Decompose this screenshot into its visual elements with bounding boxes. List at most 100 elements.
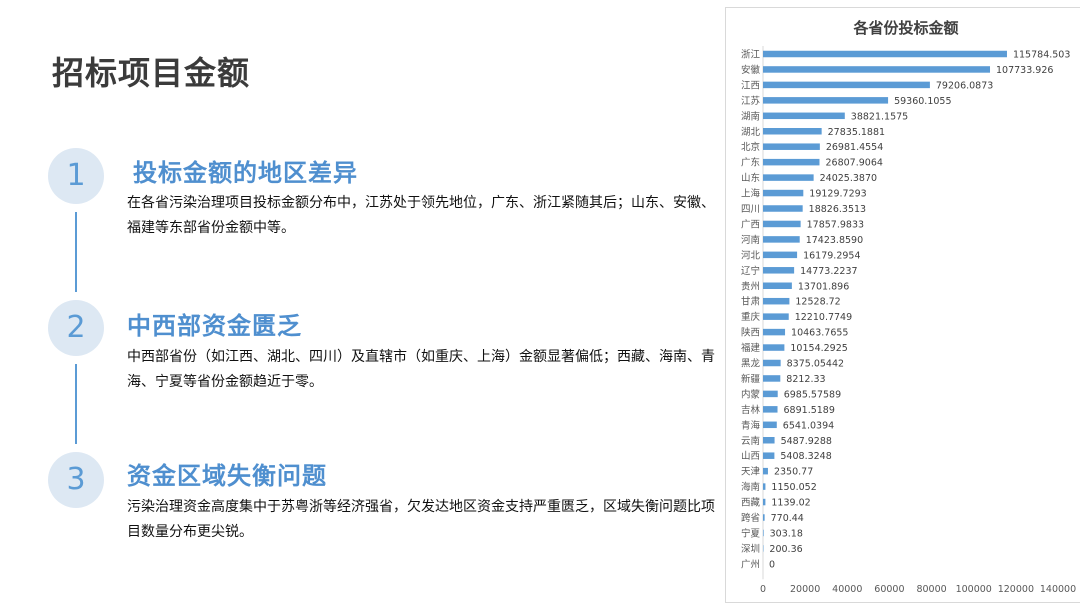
- step-3-text: 污染治理资金高度集中于苏粤浙等经济强省，欠发达地区资金支持严重匮乏，区域失衡问题…: [127, 499, 715, 540]
- bar: [763, 143, 820, 150]
- x-tick-label: 20000: [790, 584, 820, 595]
- category-label: 云南: [741, 435, 760, 447]
- data-label: 19129.7293: [809, 189, 866, 200]
- bar-chart: 各省份投标金额 浙江 115784.503 安徽 107733.926 江西 79206.…: [741, 19, 1076, 595]
- bar: [763, 390, 778, 398]
- category-label: 湖北: [741, 127, 761, 138]
- x-tick-label: 0: [760, 584, 766, 595]
- data-label: 8375.05442: [787, 359, 844, 370]
- category-label: 辽宁: [741, 265, 760, 277]
- category-label: 湖南: [741, 110, 760, 122]
- bar: [763, 267, 795, 274]
- category-label: 上海: [741, 188, 761, 200]
- page-title: 招标项目金额: [52, 54, 251, 92]
- step-1-text: 在各省污染治理项目投标金额分布中，江苏处于领先地位，广东、浙江紧随其后；山东、安…: [127, 195, 715, 236]
- data-label: 24025.3870: [820, 173, 877, 184]
- data-label: 5408.3248: [780, 451, 831, 462]
- data-label: 5487.9288: [781, 436, 832, 447]
- step-connector-line: [75, 364, 77, 444]
- data-label: 6541.0394: [783, 420, 834, 431]
- category-label: 安徽: [741, 64, 761, 76]
- bar: [763, 66, 991, 73]
- x-tick-label: 80000: [916, 584, 946, 595]
- category-label: 山西: [741, 451, 760, 462]
- data-label: 6891.5189: [784, 405, 835, 416]
- x-tick-label: 40000: [832, 584, 862, 595]
- bar: [763, 406, 778, 413]
- bar: [763, 50, 1007, 58]
- category-label: 北京: [741, 141, 760, 153]
- x-tick-label: 120000: [998, 584, 1034, 595]
- data-label: 10463.7655: [791, 328, 848, 339]
- data-label: 16179.2954: [803, 250, 860, 261]
- category-label: 新疆: [741, 373, 761, 385]
- data-label: 26981.4554: [826, 142, 883, 153]
- data-label: 1150.052: [771, 482, 816, 493]
- data-label: 14773.2237: [800, 266, 857, 277]
- category-label: 广西: [741, 218, 760, 230]
- bar: [763, 128, 822, 135]
- category-label: 广州: [741, 558, 760, 570]
- category-label: 贵州: [741, 280, 760, 292]
- data-label: 18826.3513: [809, 204, 866, 215]
- bar: [763, 158, 820, 166]
- category-label: 跨省: [741, 512, 760, 524]
- data-label: 0: [769, 559, 775, 570]
- chart-title: 各省份投标金额: [852, 19, 958, 37]
- step-1-circle: 1: [48, 148, 104, 204]
- category-label: 浙江: [741, 49, 761, 61]
- bar: [763, 174, 814, 181]
- bar: [763, 359, 781, 367]
- step-2-text: 中西部省份（如江西、湖北、四川）及直辖市（如重庆、上海）金额显著偏低；西藏、海南…: [127, 349, 715, 390]
- data-label: 6985.57589: [784, 389, 841, 400]
- bar: [763, 297, 790, 305]
- category-label: 西藏: [741, 497, 761, 509]
- category-label: 陕西: [741, 327, 760, 339]
- bar: [763, 236, 800, 243]
- data-label: 107733.926: [996, 65, 1053, 76]
- step-3-circle: 3: [48, 452, 104, 508]
- bar: [763, 220, 801, 228]
- step-1-heading: 投标金额的地区差异: [133, 159, 358, 187]
- data-label: 17423.8590: [806, 235, 863, 246]
- bar: [763, 421, 777, 429]
- category-label: 海南: [741, 481, 760, 493]
- category-label: 内蒙: [741, 388, 760, 400]
- bar: [763, 251, 798, 259]
- bar: [763, 189, 804, 197]
- bar: [763, 437, 775, 444]
- category-label: 河北: [741, 249, 761, 261]
- category-label: 黑龙: [741, 358, 761, 370]
- data-label: 200.36: [769, 544, 802, 555]
- category-label: 山东: [741, 172, 760, 184]
- x-tick-label: 60000: [874, 584, 904, 595]
- category-label: 广东: [741, 157, 760, 169]
- data-label: 12528.72: [795, 297, 840, 308]
- data-label: 12210.7749: [795, 312, 852, 323]
- bar: [763, 344, 785, 351]
- data-label: 13701.896: [798, 281, 849, 292]
- data-label: 17857.9833: [807, 219, 864, 230]
- category-label: 四川: [741, 204, 760, 215]
- step-2-circle: 2: [48, 300, 104, 356]
- bar: [763, 483, 766, 490]
- data-label: 10154.2925: [790, 343, 847, 354]
- chart-panel: 各省份投标金额 浙江 115784.503 安徽 107733.926 江西 79206.…: [725, 7, 1080, 603]
- category-label: 重庆: [741, 311, 761, 323]
- step-2-heading: 中西部资金匮乏: [127, 312, 302, 340]
- bar: [763, 514, 765, 521]
- data-label: 115784.503: [1013, 50, 1070, 61]
- bar: [763, 529, 764, 537]
- data-label: 38821.1575: [851, 111, 908, 122]
- bar: [763, 282, 792, 289]
- data-label: 8212.33: [786, 374, 825, 385]
- bar: [763, 375, 781, 382]
- data-label: 1139.02: [771, 498, 810, 509]
- bar: [763, 205, 803, 212]
- bar: [763, 112, 845, 120]
- data-label: 79206.0873: [936, 80, 993, 91]
- bar: [763, 452, 775, 459]
- x-tick-label: 140000: [1040, 584, 1076, 595]
- category-label: 福建: [741, 342, 761, 354]
- category-label: 河南: [741, 234, 760, 246]
